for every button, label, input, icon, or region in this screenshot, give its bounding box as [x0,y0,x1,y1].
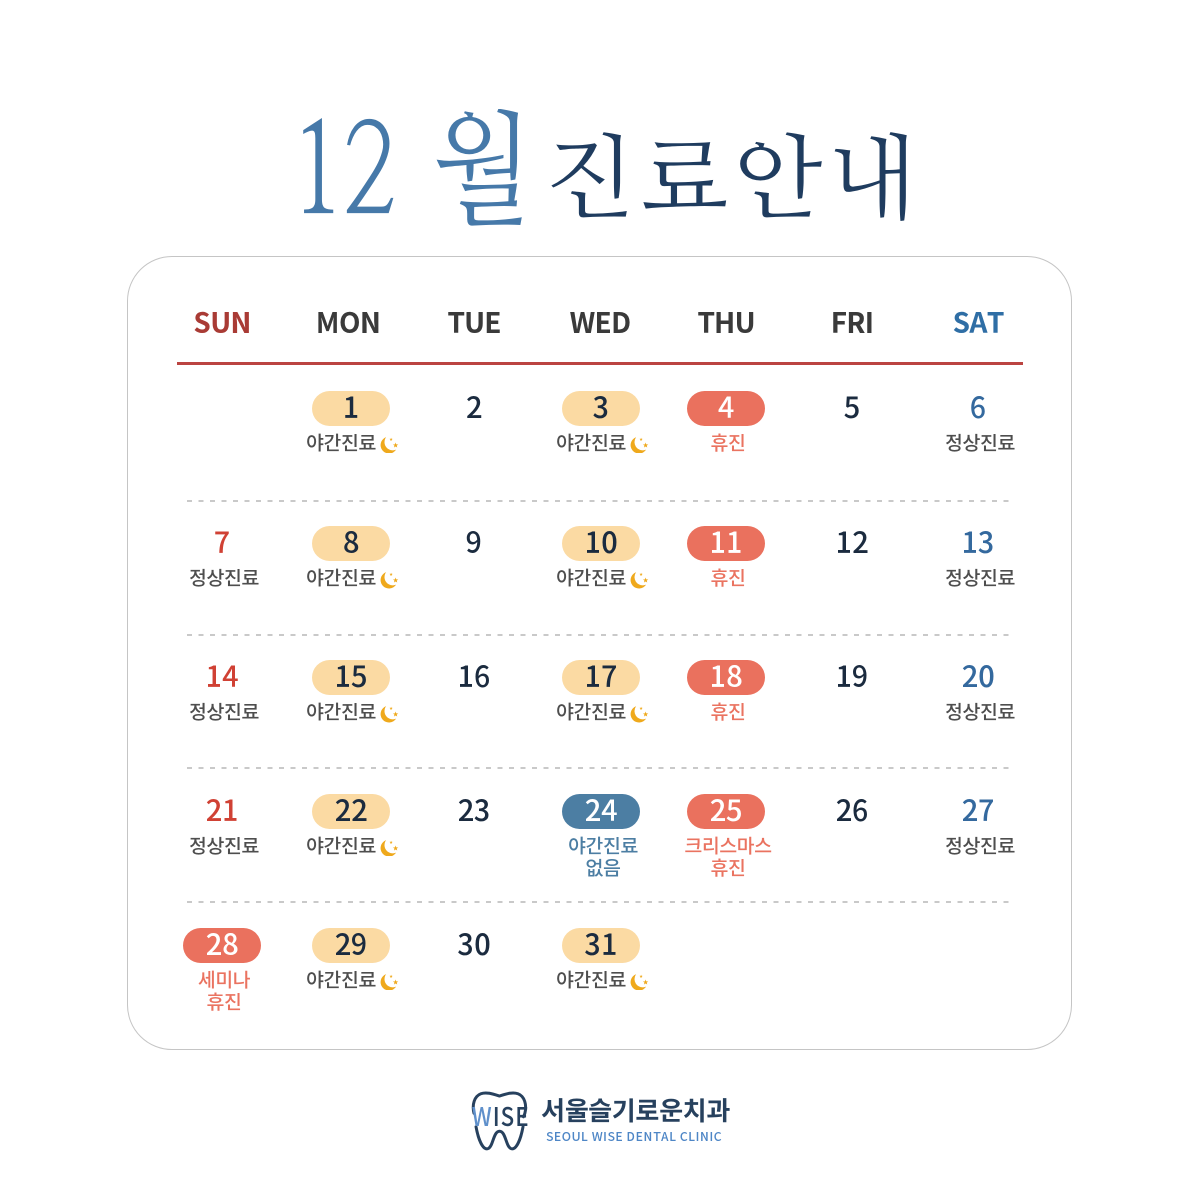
svg-text:WISE: WISE [472,1096,530,1133]
